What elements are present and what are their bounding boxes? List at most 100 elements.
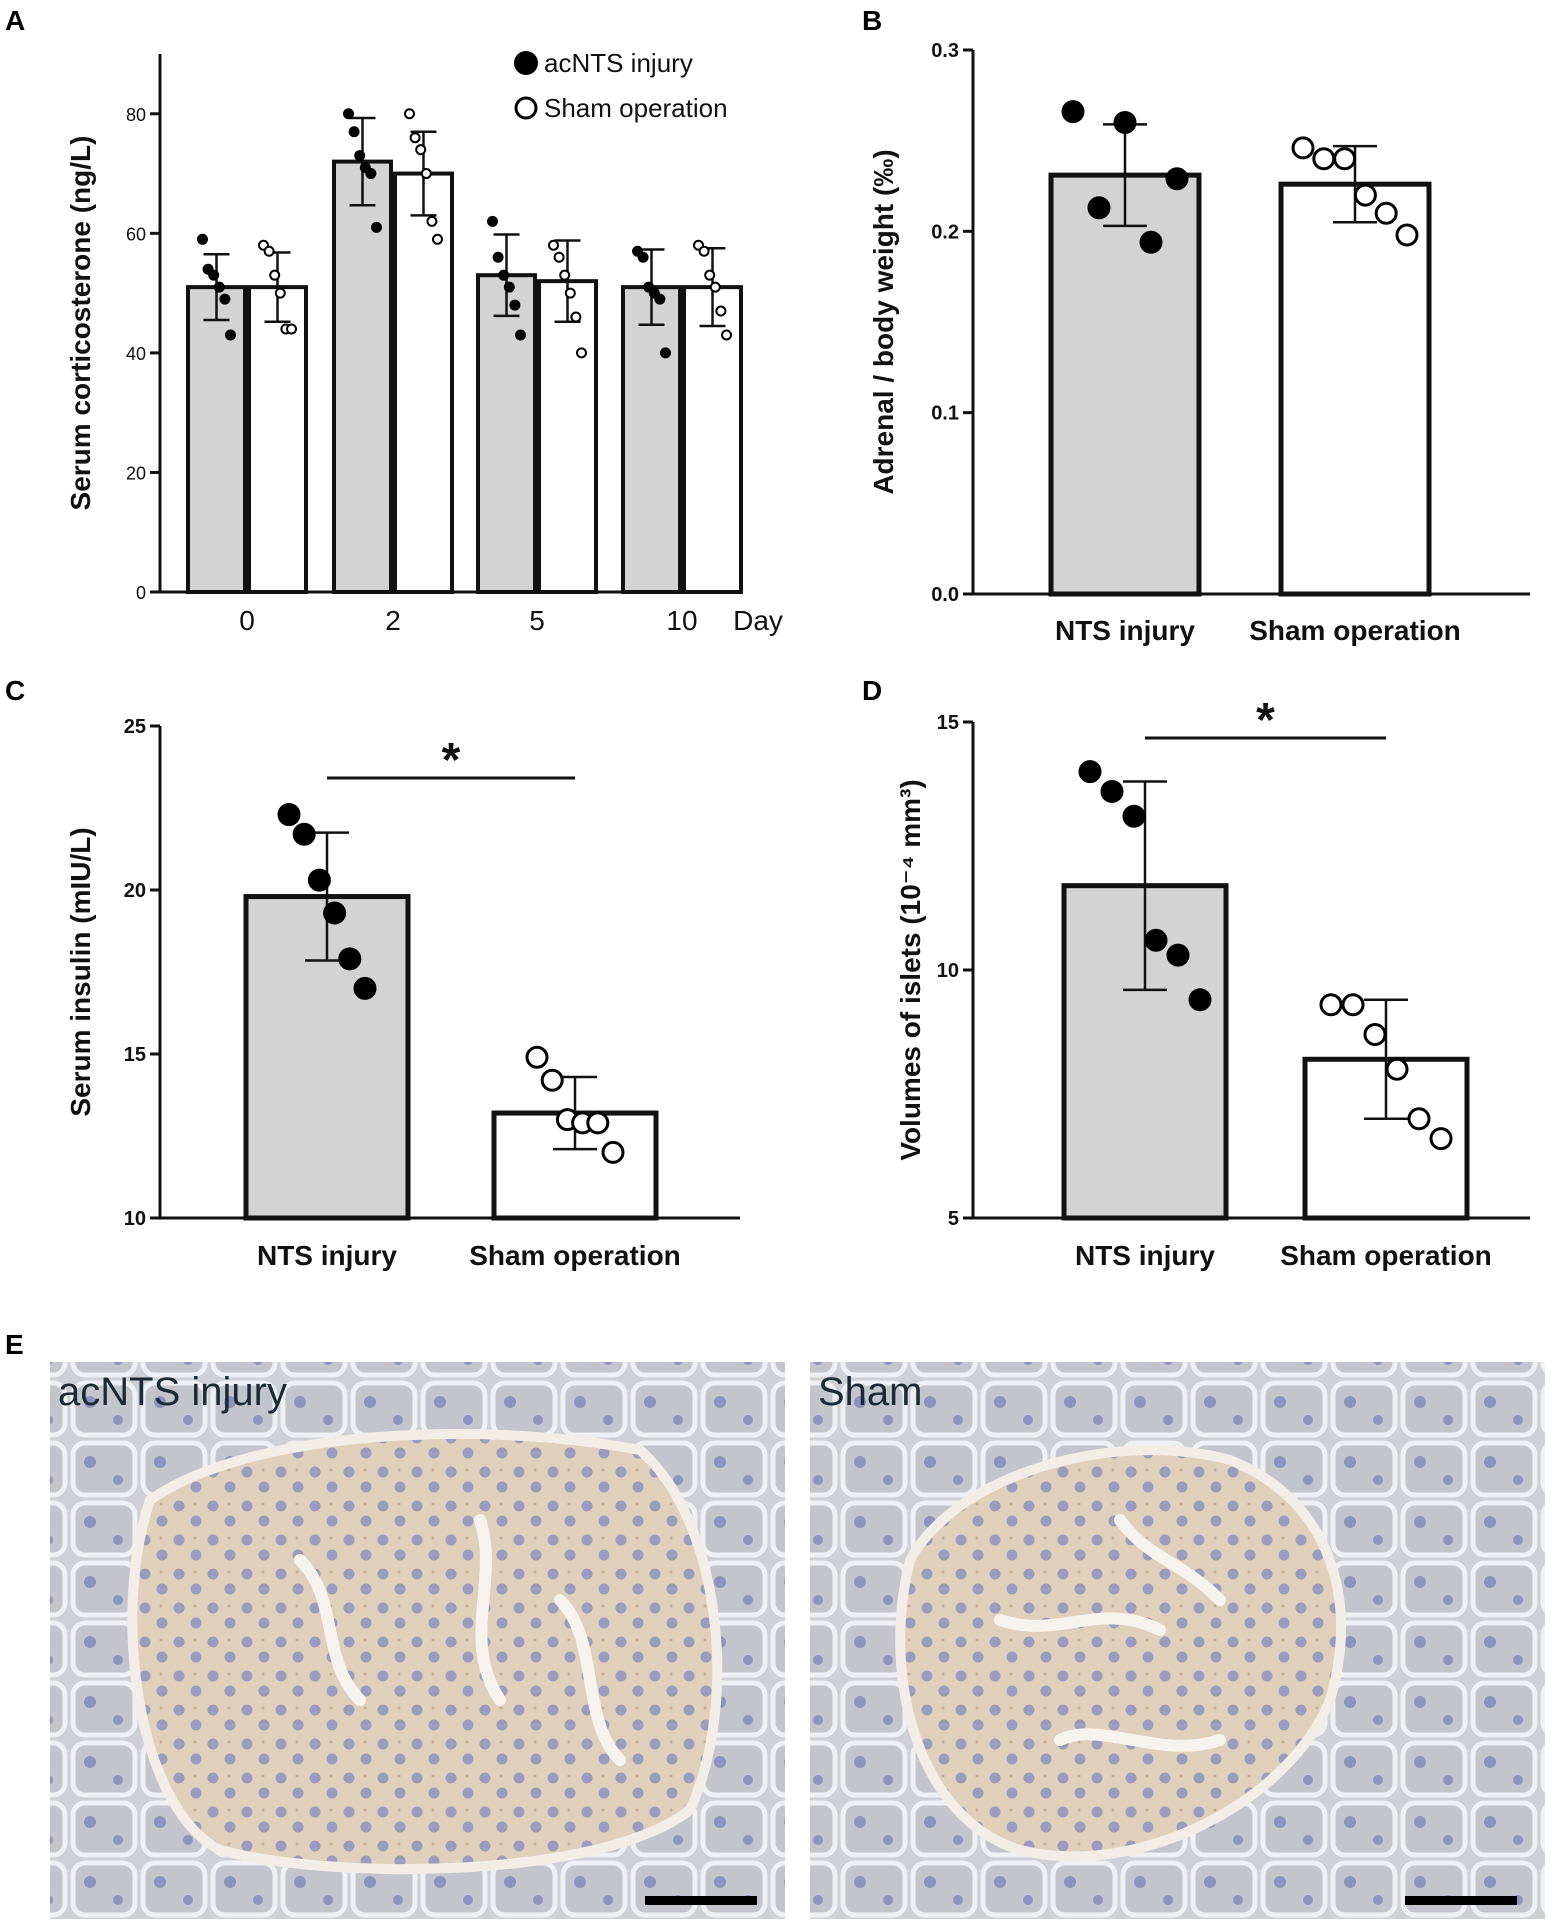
chart-b-adrenal-weight: 0.0 0.1 0.2 0.3 NTS injury Sham operation Adre… — [868, 40, 1530, 646]
islet-region — [895, 1445, 1347, 1862]
chart-a-data-point — [426, 215, 438, 227]
chart-b-data-point — [1353, 183, 1377, 207]
chart-d-data-point — [1078, 760, 1102, 784]
chart-a-bar — [537, 279, 598, 594]
chart-c-data-point — [292, 822, 316, 846]
chart-a-x-axis-label: Day — [733, 605, 783, 636]
chart-d-data-point — [1122, 804, 1146, 828]
chart-c-significance-marker: * — [442, 734, 461, 787]
chart-c-y-tick-label: 15 — [124, 1044, 146, 1066]
chart-a-data-point — [660, 347, 671, 359]
chart-c-data-point — [525, 1045, 549, 1069]
chart-d-y-tick-label: 15 — [937, 712, 959, 734]
chart-d-data-point — [1341, 993, 1365, 1017]
chart-a-data-point — [354, 150, 366, 162]
chart-a-data-point — [409, 132, 421, 144]
islet-region — [127, 1429, 723, 1875]
chart-d-y-tick-label: 10 — [937, 960, 959, 982]
chart-b-data-point — [1374, 201, 1398, 225]
chart-d-islet-volumes: 5 10 15 NTS injury Sham operation Volumes of … — [895, 694, 1530, 1271]
chart-a-bar — [682, 285, 743, 594]
micrograph-label-sham: Sham — [818, 1370, 923, 1414]
chart-a-data-point — [274, 287, 286, 299]
chart-b-data-point — [1139, 230, 1163, 254]
chart-c-data-point — [307, 868, 331, 892]
chart-b-data-point — [1395, 223, 1419, 247]
chart-a-data-point — [263, 245, 275, 257]
chart-a-y-axis-label: Serum corticosterone (ng/L) — [65, 136, 96, 511]
chart-a-y-tick-label: 20 — [126, 463, 146, 483]
chart-d-data-point — [1429, 1127, 1453, 1151]
chart-a-x-tick-label: 2 — [385, 605, 401, 636]
chart-c-data-point — [353, 976, 377, 1000]
chart-a-data-point — [715, 305, 727, 317]
chart-a-bar — [247, 285, 308, 594]
chart-b-x-tick-label: NTS injury — [1055, 615, 1195, 646]
chart-a-data-point — [343, 108, 354, 120]
panel-label-c: C — [5, 675, 25, 706]
chart-c-y-tick-label: 20 — [124, 880, 146, 902]
chart-a-data-point — [570, 311, 582, 323]
chart-a-data-point — [709, 281, 721, 293]
chart-b-y-tick-label: 0.0 — [931, 584, 959, 606]
chart-a-y-tick-label: 40 — [126, 344, 146, 364]
micrograph-acnts-injury: acNTS injury — [50, 1362, 785, 1919]
chart-a-data-point — [637, 251, 649, 263]
micrograph-label-injury: acNTS injury — [58, 1370, 287, 1414]
chart-b-data-point — [1291, 136, 1315, 160]
chart-a-bar — [186, 285, 247, 594]
chart-a-data-point — [348, 126, 360, 138]
chart-c-data-point — [323, 901, 347, 925]
chart-a-data-point — [269, 269, 281, 281]
chart-b-bar — [1048, 172, 1202, 597]
chart-a-data-point — [559, 269, 571, 281]
chart-a-bar — [332, 159, 393, 594]
chart-a-data-point — [553, 251, 565, 263]
chart-a-data-point — [704, 269, 716, 281]
chart-c-serum-insulin: 10 15 20 25 NTS injury Sham operation Serum in… — [65, 716, 740, 1271]
chart-d-data-point — [1385, 1057, 1409, 1081]
chart-b-y-tick-label: 0.3 — [931, 40, 959, 62]
panel-label-a: A — [5, 5, 25, 36]
chart-a-data-point — [564, 287, 576, 299]
chart-a-data-point — [219, 293, 231, 305]
chart-c-data-point — [586, 1111, 610, 1135]
chart-a-y-tick-label: 0 — [136, 583, 146, 603]
chart-c-y-tick-label: 10 — [124, 1208, 146, 1230]
chart-a-data-point — [286, 323, 297, 335]
chart-a-data-point — [492, 251, 504, 263]
chart-c-y-tick-label: 25 — [124, 716, 146, 738]
panel-label-d: D — [862, 675, 882, 706]
chart-a-legend-label: Sham operation — [544, 93, 728, 123]
chart-d-data-point — [1319, 993, 1343, 1017]
chart-a-corticosterone: 0 20 40 60 80 0 2 5 10 Day Serum corticosterone (n… — [65, 48, 783, 636]
chart-a-data-point — [515, 329, 526, 341]
chart-b-x-tick-label: Sham operation — [1249, 615, 1461, 646]
chart-a-x-tick-label: 0 — [239, 605, 255, 636]
chart-a-data-point — [420, 168, 432, 180]
chart-c-x-tick-label: NTS injury — [257, 1240, 397, 1271]
chart-b-data-point — [1061, 100, 1085, 124]
chart-a-data-point — [487, 215, 498, 227]
capillaries — [294, 1514, 626, 1766]
panel-label-b: B — [862, 5, 882, 36]
chart-a-legend-marker — [514, 96, 538, 120]
chart-a-legend-marker — [514, 51, 538, 75]
chart-c-data-point — [540, 1068, 564, 1092]
chart-a-data-point — [225, 329, 236, 341]
chart-d-significance-marker: * — [1256, 694, 1275, 747]
chart-a-data-point — [698, 245, 710, 257]
chart-a-legend-label: acNTS injury — [544, 48, 693, 78]
chart-a-data-point — [498, 269, 510, 281]
chart-b-bar — [1278, 181, 1432, 597]
chart-b-data-point — [1113, 111, 1137, 135]
chart-a-data-point — [432, 233, 443, 245]
chart-c-data-point — [277, 803, 301, 827]
scale-bar — [645, 1896, 757, 1905]
chart-b-y-tick-label: 0.2 — [931, 221, 959, 243]
chart-a-x-tick-label: 5 — [529, 605, 545, 636]
chart-a-data-point — [371, 221, 382, 233]
chart-a-y-tick-label: 80 — [126, 105, 146, 125]
chart-a-x-tick-label: 10 — [666, 605, 697, 636]
